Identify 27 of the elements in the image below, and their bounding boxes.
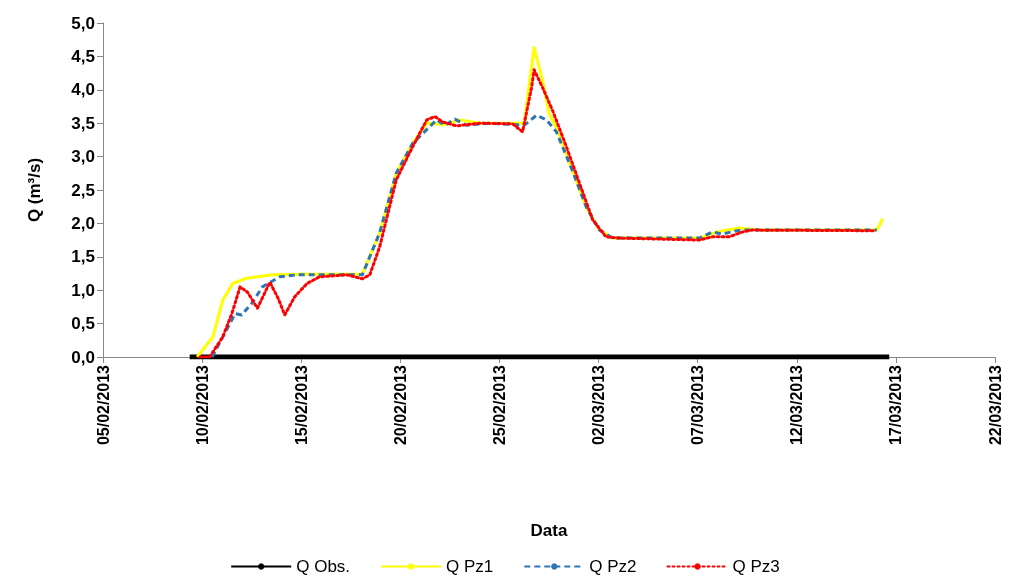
y-tick-label: 1,0 xyxy=(71,280,95,300)
x-tick-label: 10/02/2013 xyxy=(193,364,211,446)
y-tick-label: 1,5 xyxy=(71,247,95,267)
legend-label: Q Obs. xyxy=(296,557,351,576)
x-tick-label: 15/02/2013 xyxy=(292,364,310,446)
x-tick-label: 02/03/2013 xyxy=(590,364,608,446)
y-tick-label: 2,5 xyxy=(71,180,95,200)
y-tick-label: 5,0 xyxy=(71,13,95,33)
x-tick-label: 05/02/2013 xyxy=(94,364,112,446)
x-tick-label: 12/03/2013 xyxy=(788,364,806,446)
y-tick-label: 2,0 xyxy=(71,213,95,233)
x-tick-label: 25/02/2013 xyxy=(490,364,508,446)
y-axis-title: Q (m³/s) xyxy=(25,157,44,223)
x-tick-label: 17/03/2013 xyxy=(887,364,905,446)
x-axis-title: Data xyxy=(530,521,568,540)
legend-label: Q Pz3 xyxy=(732,557,780,576)
x-tick-label: 22/03/2013 xyxy=(986,364,1004,446)
y-tick-label: 0,5 xyxy=(71,314,95,334)
x-tick-label: 20/02/2013 xyxy=(391,364,409,446)
x-tick-label: 07/03/2013 xyxy=(689,364,707,446)
legend-label: Q Pz1 xyxy=(446,557,494,576)
y-tick-label: 3,5 xyxy=(71,113,95,133)
y-tick-label: 3,0 xyxy=(71,147,95,167)
legend-label: Q Pz2 xyxy=(589,557,637,576)
y-tick-label: 4,0 xyxy=(71,80,95,100)
y-tick-label: 0,0 xyxy=(71,347,95,367)
y-tick-label: 4,5 xyxy=(71,46,95,66)
